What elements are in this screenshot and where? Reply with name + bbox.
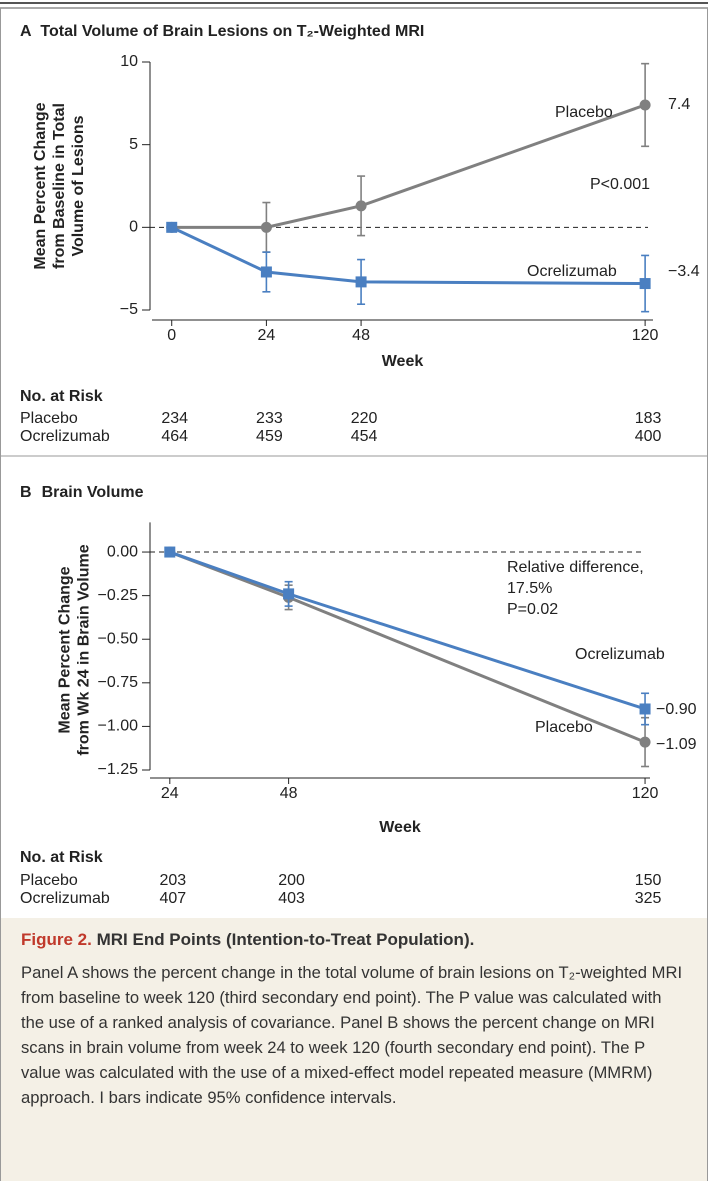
panel-title: A Total Volume of Brain Lesions on T₂-Wei…: [20, 23, 424, 40]
risk-row-name: Ocrelizumab: [20, 428, 110, 445]
y-tick-label: −0.75: [98, 674, 139, 691]
marker: [260, 266, 272, 278]
value-label: −3.4: [668, 263, 700, 280]
x-tick-label: 48: [280, 785, 298, 802]
risk-value: 203: [159, 872, 186, 889]
risk-value: 234: [161, 410, 188, 427]
risk-value: 233: [256, 410, 283, 427]
series-label: Ocrelizumab: [527, 263, 617, 280]
risk-value: 454: [351, 428, 378, 445]
risk-row-name: Ocrelizumab: [20, 890, 110, 907]
risk-value: 220: [351, 410, 378, 427]
y-tick-label: 5: [129, 136, 138, 153]
value-label: 7.4: [668, 96, 690, 113]
marker: [355, 200, 367, 212]
risk-value: 464: [161, 428, 188, 445]
annotation: P<0.001: [590, 176, 650, 193]
x-tick-label: 24: [258, 327, 276, 344]
x-tick-label: 48: [352, 327, 370, 344]
series-line: [171, 225, 646, 286]
x-axis-label: Week: [382, 353, 424, 370]
panel-title: B Brain Volume: [20, 484, 144, 501]
risk-value: 459: [256, 428, 283, 445]
series-label: Placebo: [555, 104, 613, 121]
risk-value: 325: [635, 890, 662, 907]
risk-row-name: Placebo: [20, 872, 78, 889]
value-label: −1.09: [656, 736, 697, 753]
panel-title-text: Total Volume of Brain Lesions on T₂-Weig…: [40, 23, 424, 40]
risk-value: 403: [278, 890, 305, 907]
y-axis-label: Mean Percent Change: [32, 102, 49, 269]
series-label: Placebo: [535, 719, 593, 736]
marker: [283, 588, 295, 600]
figure: A Total Volume of Brain Lesions on T₂-Wei…: [0, 2, 708, 918]
marker: [260, 221, 272, 233]
series-line: [171, 103, 646, 229]
annotation: 17.5%: [507, 580, 552, 597]
y-tick-label: 0.00: [107, 543, 138, 560]
marker: [166, 221, 178, 233]
x-tick-label: 0: [167, 327, 176, 344]
risk-title: No. at Risk: [20, 849, 103, 866]
caption-text: Panel A shows the percent change in the …: [21, 963, 683, 1107]
y-tick-label: 0: [129, 219, 138, 236]
y-axis-label: from Baseline in Total: [51, 103, 68, 269]
panel-title-text: Brain Volume: [42, 484, 144, 501]
x-tick-label: 24: [161, 785, 179, 802]
risk-row-name: Placebo: [20, 410, 78, 427]
caption-heading: Figure 2. MRI End Points (Intention-to-T…: [21, 930, 687, 950]
y-axis-label: Volume of Lesions: [70, 115, 87, 256]
y-axis-label: from Wk 24 in Brain Volume: [76, 544, 93, 755]
y-axis-label: Mean Percent Change: [57, 566, 74, 733]
figure-title: MRI End Points (Intention-to-Treat Popul…: [96, 930, 475, 949]
annotation: P=0.02: [507, 601, 558, 618]
y-tick-label: −0.50: [98, 630, 139, 647]
risk-value: 407: [159, 890, 186, 907]
figure-label: Figure 2.: [21, 930, 92, 949]
x-axis-label: Week: [379, 819, 421, 836]
caption: Figure 2. MRI End Points (Intention-to-T…: [0, 918, 708, 1181]
y-tick-label: −1.25: [98, 761, 139, 778]
value-label: −0.90: [656, 701, 697, 718]
y-tick-label: −5: [120, 301, 138, 318]
annotation: Relative difference,: [507, 559, 644, 576]
risk-title: No. at Risk: [20, 388, 103, 405]
panel-letter: A: [20, 23, 32, 40]
series-label: Ocrelizumab: [575, 646, 665, 663]
marker: [639, 99, 651, 111]
y-tick-label: −1.00: [98, 718, 139, 735]
risk-value: 150: [635, 872, 662, 889]
marker: [639, 278, 651, 290]
marker: [639, 703, 651, 715]
risk-value: 200: [278, 872, 305, 889]
risk-value: 183: [635, 410, 662, 427]
risk-value: 400: [635, 428, 662, 445]
y-tick-label: 10: [120, 53, 138, 70]
y-tick-label: −0.25: [98, 587, 139, 604]
x-tick-label: 120: [632, 327, 659, 344]
series-line: [169, 550, 646, 744]
marker: [355, 276, 367, 288]
panel-letter: B: [20, 484, 32, 501]
marker: [164, 546, 176, 558]
marker: [639, 736, 651, 748]
x-tick-label: 120: [632, 785, 659, 802]
